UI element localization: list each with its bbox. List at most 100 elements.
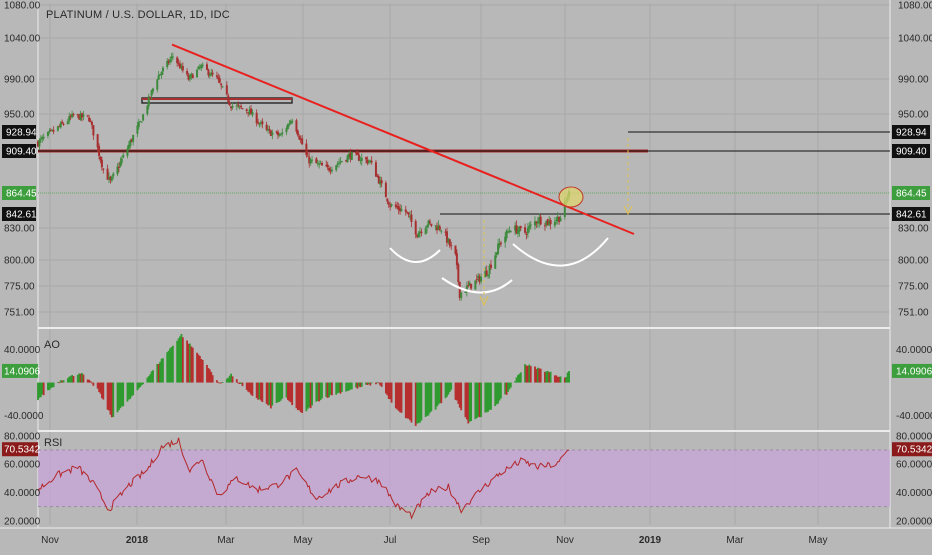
ao-bar <box>355 382 357 388</box>
candle-body <box>255 112 258 124</box>
candle-body <box>545 220 548 226</box>
ao-bar <box>505 382 508 395</box>
candle-body <box>245 109 248 112</box>
price-tick-left: 950.00 <box>4 110 35 121</box>
price-badge-left-label: 842.61 <box>6 210 37 221</box>
ao-bar <box>376 382 379 383</box>
ao-bar <box>72 376 75 383</box>
ao-bar <box>250 382 252 395</box>
candle-body <box>169 59 172 63</box>
candle-body <box>330 169 333 172</box>
ao-bar <box>221 382 224 383</box>
ao-bar <box>106 382 109 410</box>
ao-bar <box>545 371 548 383</box>
candle-body <box>370 160 373 163</box>
candle-body <box>345 160 348 162</box>
candle-body <box>360 157 363 161</box>
ao-tick-left: 40.0000 <box>4 345 41 356</box>
ao-bar <box>241 382 244 387</box>
candle-body <box>286 124 289 129</box>
candle-body <box>137 122 140 127</box>
ao-bar <box>132 382 135 396</box>
ao-bar <box>160 358 163 383</box>
ao-bar <box>247 382 250 392</box>
candle-body <box>455 253 458 266</box>
ao-bar <box>484 382 487 413</box>
ao-bar <box>487 382 490 412</box>
ao-bar <box>430 382 433 412</box>
candle-body <box>349 153 352 159</box>
breakout-ellipse <box>558 186 584 208</box>
time-tick-label: Mar <box>726 535 744 546</box>
candle-body <box>37 141 39 147</box>
ao-bar <box>335 382 338 395</box>
candle-body <box>359 159 362 162</box>
ao-bar <box>549 371 552 383</box>
candle-body <box>380 180 383 184</box>
candle-body <box>275 131 278 133</box>
candle-body <box>288 123 291 125</box>
ao-bar <box>436 382 438 407</box>
candle-body <box>480 276 483 282</box>
rsi-badge-right <box>892 442 932 457</box>
ao-bar <box>498 382 501 401</box>
ao-bar <box>359 382 362 388</box>
candle-body <box>69 116 72 118</box>
left-shoulder-arc <box>389 247 441 263</box>
ao-bar <box>68 376 71 383</box>
ao-bar <box>336 382 339 394</box>
ao-bar <box>447 382 450 395</box>
ao-bar <box>488 382 491 410</box>
ao-bar <box>235 379 238 383</box>
ao-bar <box>99 382 102 394</box>
ao-bar <box>169 348 171 383</box>
rsi-tick-right: 60.0000 <box>896 460 932 471</box>
candle-body <box>427 220 430 226</box>
ao-bar <box>71 375 73 383</box>
ao-bar <box>119 382 122 409</box>
price-badge-right <box>892 207 930 221</box>
candle-body <box>404 209 407 212</box>
ao-bar <box>258 382 261 400</box>
candle-body <box>539 216 542 225</box>
candle-body <box>390 204 393 206</box>
rsi-tick-right: 80.0000 <box>896 431 932 442</box>
ao-bar <box>517 375 519 383</box>
ao-bar <box>558 376 561 383</box>
ao-bar <box>127 382 130 400</box>
ao-bar <box>177 338 180 383</box>
ao-bar <box>120 382 123 407</box>
candle-body <box>440 230 443 232</box>
ao-bar <box>301 382 304 413</box>
ao-bar <box>189 343 191 383</box>
ao-bar <box>555 375 558 383</box>
ao-bar <box>316 382 319 401</box>
candle-body <box>225 85 228 95</box>
ao-bar <box>198 355 201 383</box>
ao-bar <box>444 382 447 399</box>
candle-body <box>338 162 341 164</box>
candle-body <box>261 121 264 125</box>
candle-body <box>468 282 471 287</box>
candle-body <box>420 231 423 234</box>
candles-group <box>37 52 571 301</box>
ao-bar <box>356 382 359 389</box>
candle-body <box>356 152 359 155</box>
candle-body <box>538 217 541 223</box>
ao-bar <box>69 375 72 383</box>
candle-body <box>367 161 370 163</box>
candle-body <box>276 131 279 136</box>
candle-body <box>211 72 214 75</box>
ao-bar <box>108 382 110 411</box>
candle-body <box>258 123 261 125</box>
ao-bar <box>508 382 511 390</box>
candle-body <box>247 112 250 114</box>
candle-body <box>365 157 368 160</box>
price-tick-left: 830.00 <box>4 224 35 235</box>
candle-body <box>465 285 468 292</box>
rsi-tick-right: 20.0000 <box>896 516 932 527</box>
ao-bar <box>146 377 149 383</box>
ao-bar <box>152 370 154 383</box>
